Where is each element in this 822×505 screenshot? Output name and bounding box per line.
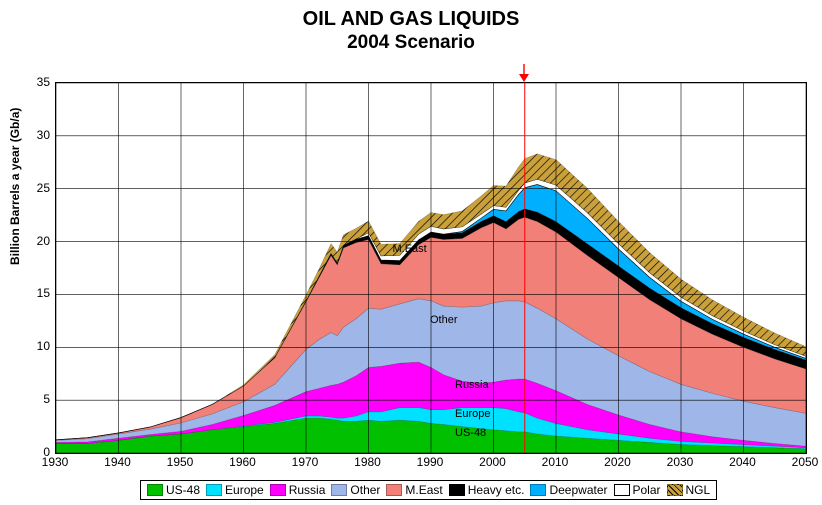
y-tick: 25 bbox=[20, 181, 50, 195]
x-tick: 1970 bbox=[292, 455, 319, 469]
x-tick: 1960 bbox=[229, 455, 256, 469]
x-tick: 1990 bbox=[417, 455, 444, 469]
legend-label: Heavy etc. bbox=[468, 483, 525, 497]
legend-swatch bbox=[147, 484, 163, 496]
chart-title-2: 2004 Scenario bbox=[0, 32, 822, 54]
legend-item-ngl: NGL bbox=[667, 483, 711, 497]
legend-label: Polar bbox=[633, 483, 661, 497]
legend-label: Russia bbox=[289, 483, 326, 497]
annotation-m-east: M.East bbox=[393, 243, 427, 255]
legend-label: Europe bbox=[225, 483, 264, 497]
y-tick: 15 bbox=[20, 286, 50, 300]
legend-swatch bbox=[530, 484, 546, 496]
legend-label: US-48 bbox=[166, 483, 200, 497]
y-tick: 20 bbox=[20, 234, 50, 248]
legend-label: NGL bbox=[686, 483, 711, 497]
x-tick: 2010 bbox=[542, 455, 569, 469]
y-tick: 35 bbox=[20, 75, 50, 89]
legend-label: M.East bbox=[405, 483, 442, 497]
x-tick: 2030 bbox=[667, 455, 694, 469]
legend-item-deepwater: Deepwater bbox=[530, 483, 607, 497]
chart-svg bbox=[56, 83, 806, 453]
legend: US-48 Europe Russia Other M.East Heavy etc. De… bbox=[140, 480, 717, 500]
chart-plot-area bbox=[55, 82, 807, 454]
x-tick: 1940 bbox=[104, 455, 131, 469]
legend-swatch bbox=[331, 484, 347, 496]
y-tick: 10 bbox=[20, 339, 50, 353]
annotation-russia: Russia bbox=[455, 379, 489, 391]
annotation-us-48: US-48 bbox=[455, 427, 486, 439]
legend-swatch bbox=[270, 484, 286, 496]
x-tick: 2020 bbox=[604, 455, 631, 469]
legend-swatch bbox=[614, 484, 630, 496]
x-tick: 1950 bbox=[167, 455, 194, 469]
x-tick: 2050 bbox=[792, 455, 819, 469]
legend-item-m-east: M.East bbox=[386, 483, 442, 497]
y-tick: 5 bbox=[20, 392, 50, 406]
legend-item-heavy-etc-: Heavy etc. bbox=[449, 483, 525, 497]
x-tick: 2040 bbox=[729, 455, 756, 469]
legend-item-russia: Russia bbox=[270, 483, 326, 497]
legend-swatch bbox=[206, 484, 222, 496]
legend-swatch bbox=[386, 484, 402, 496]
legend-item-polar: Polar bbox=[614, 483, 661, 497]
x-tick: 1930 bbox=[42, 455, 69, 469]
x-tick: 1980 bbox=[354, 455, 381, 469]
legend-swatch bbox=[667, 484, 683, 496]
legend-swatch bbox=[449, 484, 465, 496]
legend-item-other: Other bbox=[331, 483, 380, 497]
marker-arrow-icon bbox=[516, 64, 532, 87]
legend-label: Deepwater bbox=[549, 483, 607, 497]
chart-title-1: OIL AND GAS LIQUIDS bbox=[0, 8, 822, 31]
x-tick: 2000 bbox=[479, 455, 506, 469]
legend-item-us-48: US-48 bbox=[147, 483, 200, 497]
legend-item-europe: Europe bbox=[206, 483, 264, 497]
legend-label: Other bbox=[350, 483, 380, 497]
y-tick: 30 bbox=[20, 128, 50, 142]
annotation-other: Other bbox=[430, 314, 458, 326]
annotation-europe: Europe bbox=[455, 408, 490, 420]
